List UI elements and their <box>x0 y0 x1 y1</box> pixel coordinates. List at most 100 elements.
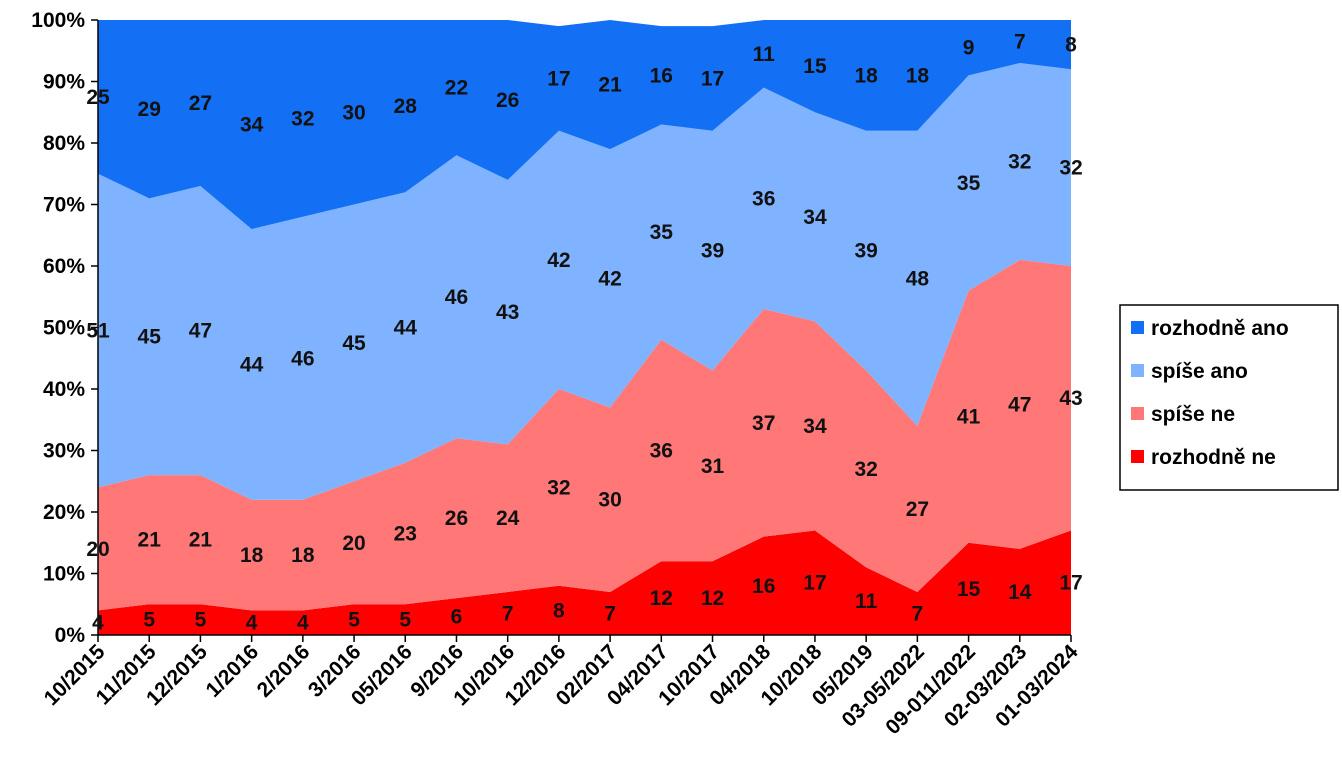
data-label: 21 <box>138 529 162 552</box>
data-label: 15 <box>803 55 827 78</box>
data-label: 22 <box>445 77 468 100</box>
y-tick-label: 20% <box>43 501 85 524</box>
y-tick-label: 100% <box>31 9 85 32</box>
data-label: 5 <box>143 609 155 632</box>
legend-swatch <box>1131 321 1144 334</box>
data-label: 34 <box>240 114 264 137</box>
data-label: 48 <box>906 267 930 290</box>
x-tick-label: 2/2016 <box>253 640 315 702</box>
data-label: 18 <box>240 544 264 567</box>
data-label: 8 <box>1065 34 1077 57</box>
data-label: 4 <box>297 612 309 635</box>
data-label: 26 <box>496 89 519 112</box>
legend-label: rozhodně ano <box>1151 317 1289 340</box>
data-label: 12 <box>701 587 724 610</box>
data-label: 29 <box>138 98 161 121</box>
data-label: 46 <box>291 347 314 370</box>
data-label: 7 <box>502 602 514 625</box>
legend-label: spíše ne <box>1151 403 1235 426</box>
data-label: 26 <box>445 507 468 530</box>
area-rozhodně-ano <box>98 20 1071 230</box>
area-spíše-ano <box>98 63 1071 500</box>
data-label: 39 <box>854 240 877 263</box>
data-label: 36 <box>650 440 673 463</box>
y-tick-labels: 0% 10% 20% 30% 40% 50% 60% 70% 80% 90% 100% <box>31 9 85 647</box>
data-label: 5 <box>399 609 411 632</box>
data-label: 6 <box>451 606 463 629</box>
data-label: 5 <box>348 609 360 632</box>
data-label: 43 <box>496 301 519 324</box>
data-label: 27 <box>189 92 212 115</box>
y-tick-label: 90% <box>43 71 85 94</box>
data-label: 46 <box>445 286 468 309</box>
data-label: 4 <box>92 612 104 635</box>
data-label: 30 <box>598 489 621 512</box>
data-label: 51 <box>86 320 110 343</box>
data-label: 45 <box>342 332 366 355</box>
area-spíše-ne <box>98 259 1071 611</box>
data-label: 9 <box>963 37 975 60</box>
x-tick-label: 1/2016 <box>201 640 263 702</box>
data-label: 44 <box>394 317 418 340</box>
plot-areas <box>98 20 1071 635</box>
data-label: 17 <box>701 67 724 90</box>
data-label: 44 <box>240 353 264 376</box>
legend-swatch <box>1131 450 1144 463</box>
data-label: 21 <box>598 74 622 97</box>
data-label: 7 <box>604 602 616 625</box>
y-tick-label: 10% <box>43 563 85 586</box>
y-tick-label: 60% <box>43 255 85 278</box>
data-label: 17 <box>803 572 826 595</box>
data-label: 32 <box>1008 150 1031 173</box>
data-label: 17 <box>547 67 570 90</box>
y-tick-label: 70% <box>43 194 85 217</box>
data-label: 45 <box>138 326 162 349</box>
data-label: 16 <box>752 575 775 598</box>
data-label: 23 <box>394 523 417 546</box>
data-label: 20 <box>342 532 365 555</box>
data-label: 21 <box>189 529 213 552</box>
y-tick-label: 40% <box>43 378 85 401</box>
data-label: 8 <box>553 599 565 622</box>
data-label: 11 <box>855 590 878 613</box>
area-rozhodně-ne <box>98 530 1071 635</box>
data-label: 25 <box>86 86 110 109</box>
legend-label: rozhodně ne <box>1151 446 1276 469</box>
data-label: 17 <box>1059 572 1082 595</box>
data-label: 28 <box>394 95 418 118</box>
data-label: 32 <box>547 476 570 499</box>
data-label: 4 <box>246 612 258 635</box>
data-label: 42 <box>547 249 570 272</box>
legend: rozhodně ano spíše ano spíše ne rozhodně ne <box>1119 304 1339 491</box>
legend-frame <box>1119 304 1339 491</box>
y-tick-label: 0% <box>55 624 86 647</box>
data-label: 30 <box>342 101 365 124</box>
data-label: 37 <box>752 412 775 435</box>
legend-label: spíše ano <box>1151 360 1248 383</box>
data-label: 12 <box>650 587 673 610</box>
data-label: 34 <box>803 415 827 438</box>
data-label: 24 <box>496 507 520 530</box>
data-label: 31 <box>701 455 725 478</box>
data-label: 43 <box>1059 387 1082 410</box>
data-label: 27 <box>906 498 929 521</box>
data-label: 41 <box>957 406 981 429</box>
data-label: 7 <box>1014 31 1026 54</box>
data-label: 16 <box>650 64 673 87</box>
data-label: 34 <box>803 206 827 229</box>
data-label: 42 <box>598 267 621 290</box>
data-label: 32 <box>854 458 877 481</box>
data-label: 35 <box>957 172 981 195</box>
data-label: 20 <box>86 538 109 561</box>
data-label: 18 <box>906 64 930 87</box>
data-label: 15 <box>957 578 981 601</box>
data-label: 7 <box>912 602 924 625</box>
data-label: 18 <box>291 544 315 567</box>
data-label: 18 <box>854 64 878 87</box>
data-label: 47 <box>189 320 212 343</box>
data-label: 39 <box>701 240 724 263</box>
data-label: 36 <box>752 187 775 210</box>
data-label: 11 <box>753 43 776 66</box>
